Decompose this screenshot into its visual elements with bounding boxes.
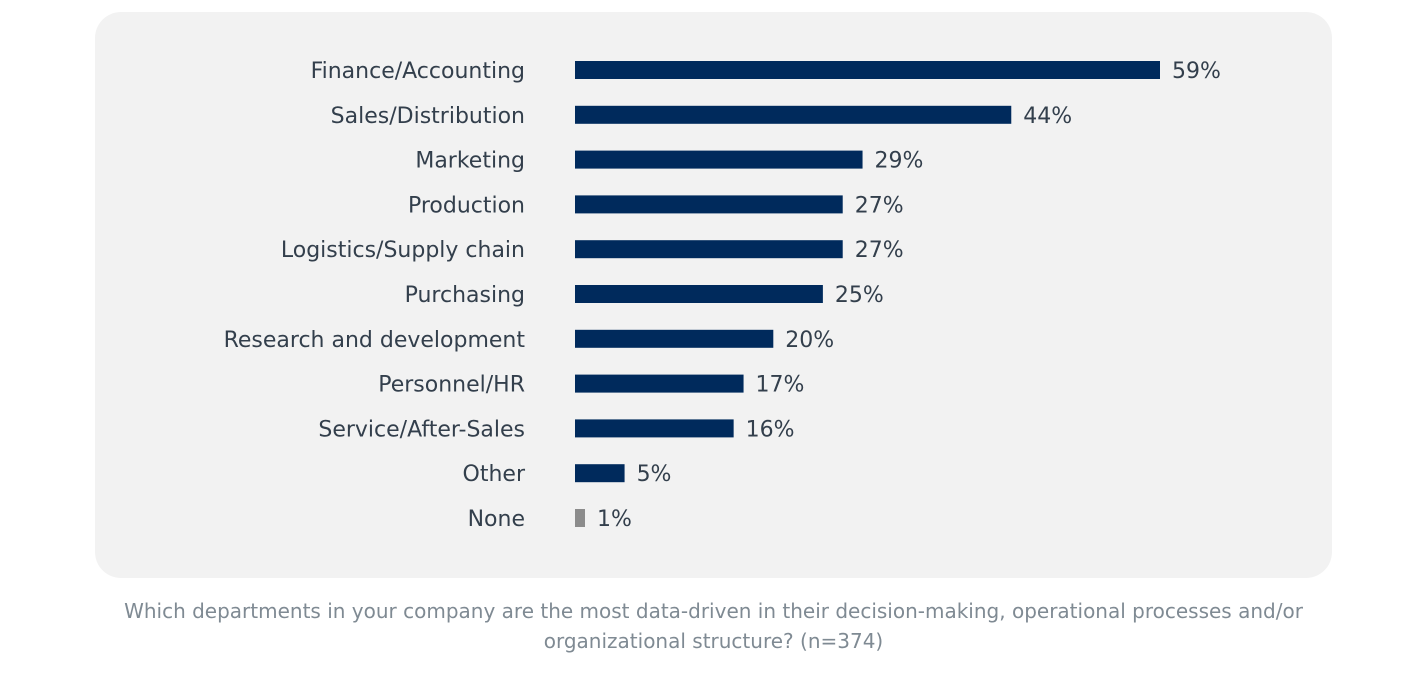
- category-label-production: Production: [408, 193, 525, 218]
- bar-sales-distribution: [575, 105, 1012, 124]
- category-label-none: None: [468, 507, 525, 532]
- category-label-research-and-development: Research and development: [224, 328, 526, 353]
- category-label-personnel-hr: Personnel/HR: [378, 373, 525, 398]
- value-label-personnel-hr: 17%: [756, 373, 805, 398]
- bar-production: [575, 195, 843, 214]
- value-label-production: 27%: [855, 193, 904, 218]
- bar-none: [575, 509, 585, 527]
- category-label-marketing: Marketing: [415, 149, 525, 174]
- value-label-research-and-development: 20%: [785, 328, 834, 353]
- category-label-purchasing: Purchasing: [405, 283, 525, 308]
- value-label-none: 1%: [597, 507, 632, 532]
- category-label-other: Other: [463, 462, 526, 487]
- bar-logistics-supply-chain: [575, 240, 843, 259]
- value-labels: 59% 44% 29% 27% 27% 25%20% 17% 16% 5%1%: [597, 59, 1221, 532]
- category-label-service-after-sales: Service/After-Sales: [318, 417, 525, 442]
- bar-research-and-development: [575, 329, 774, 348]
- bar-chart: Finance/Accounting Sales/Distribution Mark…: [224, 59, 1221, 532]
- value-label-finance-accounting: 59%: [1172, 59, 1221, 84]
- category-labels: Finance/Accounting Sales/Distribution Mark…: [224, 59, 526, 532]
- bars: [575, 61, 1160, 527]
- bar-service-after-sales: [575, 419, 734, 438]
- bar-purchasing: [575, 285, 823, 303]
- bar-marketing: [575, 150, 863, 169]
- category-label-sales-distribution: Sales/Distribution: [331, 104, 525, 129]
- value-label-logistics-supply-chain: 27%: [855, 238, 904, 263]
- value-label-other: 5%: [637, 462, 672, 487]
- value-label-sales-distribution: 44%: [1023, 104, 1072, 129]
- chart-caption: Which departments in your company are th…: [124, 599, 1303, 653]
- bar-other: [575, 464, 625, 483]
- value-label-service-after-sales: 16%: [746, 417, 795, 442]
- value-label-purchasing: 25%: [835, 283, 884, 308]
- bar-finance-accounting: [575, 61, 1160, 79]
- category-label-logistics-supply-chain: Logistics/Supply chain: [281, 238, 525, 263]
- bar-personnel-hr: [575, 374, 744, 393]
- category-label-finance-accounting: Finance/Accounting: [311, 59, 525, 84]
- value-label-marketing: 29%: [875, 149, 924, 174]
